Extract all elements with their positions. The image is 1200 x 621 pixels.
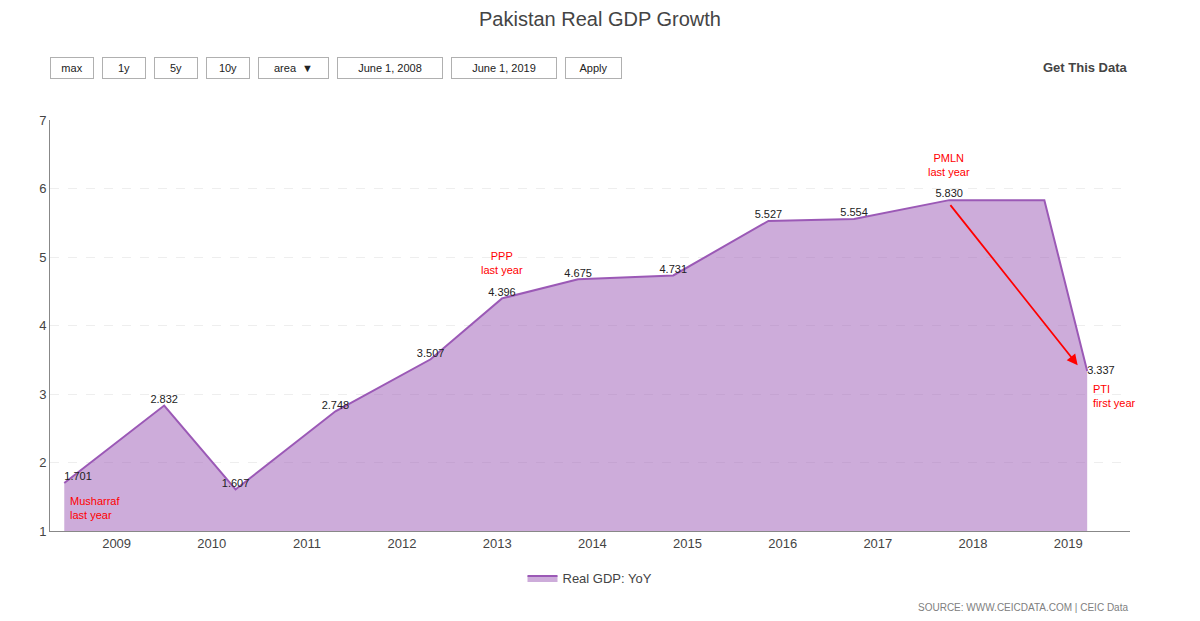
svg-text:3: 3 xyxy=(39,387,46,402)
svg-text:2.748: 2.748 xyxy=(322,399,350,411)
svg-text:2017: 2017 xyxy=(863,536,892,551)
svg-text:max: max xyxy=(61,62,82,74)
svg-text:4.396: 4.396 xyxy=(488,286,516,298)
svg-text:5.830: 5.830 xyxy=(935,187,963,199)
svg-text:2015: 2015 xyxy=(673,536,702,551)
svg-text:2019: 2019 xyxy=(1054,536,1083,551)
svg-text:5: 5 xyxy=(39,250,46,265)
svg-text:2009: 2009 xyxy=(102,536,131,551)
svg-text:2: 2 xyxy=(39,455,46,470)
svg-text:10y: 10y xyxy=(219,62,237,74)
svg-text:4.731: 4.731 xyxy=(659,263,687,275)
svg-text:PPPlast year: PPPlast year xyxy=(481,250,523,276)
svg-text:4.675: 4.675 xyxy=(564,267,592,279)
svg-text:5.554: 5.554 xyxy=(840,206,868,218)
svg-text:2014: 2014 xyxy=(578,536,607,551)
svg-text:2016: 2016 xyxy=(768,536,797,551)
svg-text:Real GDP: YoY: Real GDP: YoY xyxy=(563,571,652,586)
svg-text:SOURCE: WWW.CEICDATA.COM | CEI: SOURCE: WWW.CEICDATA.COM | CEIC Data xyxy=(918,602,1128,613)
svg-text:Musharraflast year: Musharraflast year xyxy=(70,495,120,521)
svg-text:4: 4 xyxy=(39,318,46,333)
svg-text:Get This Data: Get This Data xyxy=(1043,60,1128,75)
svg-text:Pakistan Real GDP Growth: Pakistan Real GDP Growth xyxy=(479,8,721,30)
svg-text:area ▼: area ▼ xyxy=(274,62,313,74)
svg-text:2010: 2010 xyxy=(197,536,226,551)
svg-text:3.337: 3.337 xyxy=(1087,364,1115,376)
svg-text:5.527: 5.527 xyxy=(755,208,783,220)
svg-text:2011: 2011 xyxy=(293,536,321,551)
svg-text:2018: 2018 xyxy=(959,536,988,551)
svg-text:2012: 2012 xyxy=(388,536,417,551)
svg-text:2013: 2013 xyxy=(483,536,512,551)
svg-text:1: 1 xyxy=(39,524,46,539)
svg-text:1.607: 1.607 xyxy=(222,477,250,489)
svg-text:Apply: Apply xyxy=(579,62,607,74)
svg-text:3.507: 3.507 xyxy=(417,347,445,359)
svg-text:PTIfirst year: PTIfirst year xyxy=(1093,383,1136,409)
svg-text:June 1, 2019: June 1, 2019 xyxy=(472,62,536,74)
svg-text:6: 6 xyxy=(39,181,46,196)
svg-text:5y: 5y xyxy=(170,62,182,74)
svg-text:June 1, 2008: June 1, 2008 xyxy=(358,62,422,74)
svg-text:7: 7 xyxy=(39,113,46,128)
svg-text:2.832: 2.832 xyxy=(150,393,178,405)
svg-text:1y: 1y xyxy=(118,62,130,74)
svg-text:1.701: 1.701 xyxy=(64,470,92,482)
svg-text:PMLNlast year: PMLNlast year xyxy=(928,152,970,178)
